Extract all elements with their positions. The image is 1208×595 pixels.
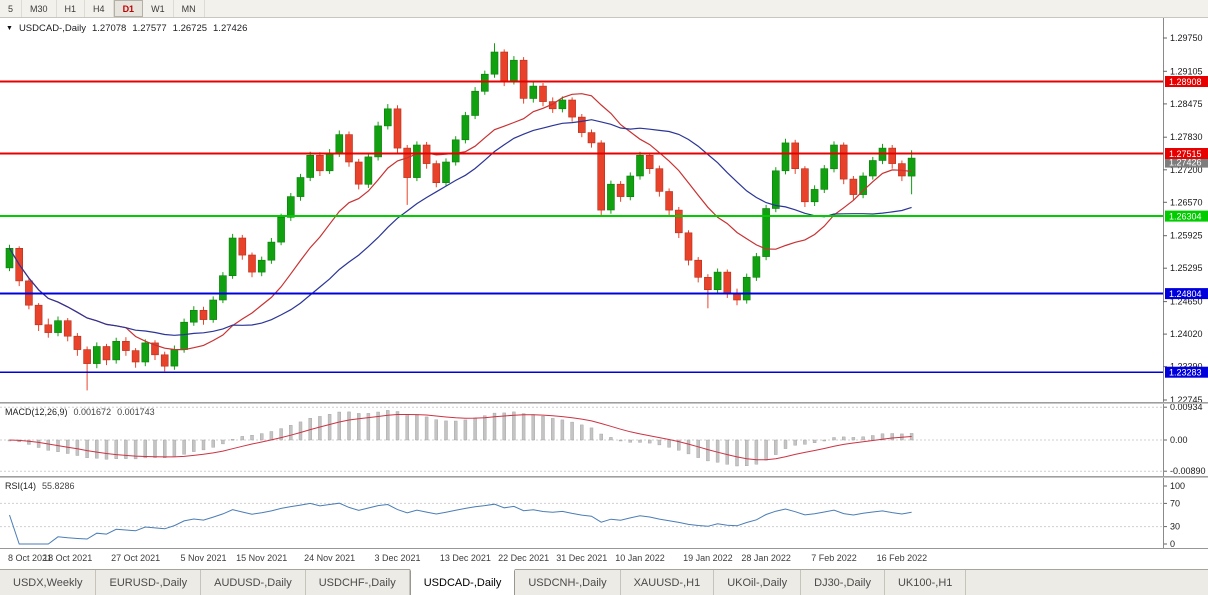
timeframe-button-5[interactable]: 5 bbox=[0, 0, 23, 17]
chart-tab-uk100-h1[interactable]: UK100-,H1 bbox=[885, 570, 967, 595]
date-axis-label: 3 Dec 2021 bbox=[374, 553, 421, 563]
date-axis-label: 7 Feb 2022 bbox=[811, 553, 857, 563]
svg-text:0.00934: 0.00934 bbox=[1170, 404, 1203, 412]
svg-text:1.29105: 1.29105 bbox=[1170, 66, 1203, 76]
date-axis-label: 5 Nov 2021 bbox=[180, 553, 227, 563]
svg-text:1.25925: 1.25925 bbox=[1170, 231, 1203, 241]
date-axis-label: 16 Feb 2022 bbox=[876, 553, 928, 563]
date-axis-label: 24 Nov 2021 bbox=[304, 553, 356, 563]
chart-tab-ukoil-daily[interactable]: UKOil-,Daily bbox=[714, 570, 802, 595]
date-axis-label: 27 Oct 2021 bbox=[111, 553, 161, 563]
main-chart-panel: 1.29750 1.29105 1.28475 1.27830 1.27200 1.265… bbox=[0, 18, 1208, 402]
chart-tab-xauusd-h1[interactable]: XAUUSD-,H1 bbox=[621, 570, 715, 595]
svg-text:0: 0 bbox=[1170, 539, 1175, 548]
date-axis-label: 28 Jan 2022 bbox=[741, 553, 791, 563]
svg-text:1.28908: 1.28908 bbox=[1169, 77, 1202, 87]
date-axis-label: 15 Nov 2021 bbox=[236, 553, 288, 563]
date-axis-label: 19 Jan 2022 bbox=[683, 553, 733, 563]
date-axis-label: 31 Dec 2021 bbox=[556, 553, 608, 563]
svg-text:1.26570: 1.26570 bbox=[1170, 197, 1203, 207]
svg-text:1.25295: 1.25295 bbox=[1170, 263, 1203, 273]
svg-text:100: 100 bbox=[1170, 481, 1185, 491]
svg-text:1.24650: 1.24650 bbox=[1170, 297, 1203, 307]
svg-text:1.24020: 1.24020 bbox=[1170, 329, 1203, 339]
date-axis-label: 18 Oct 2021 bbox=[43, 553, 93, 563]
time-axis[interactable]: 8 Oct 2021 18 Oct 2021 27 Oct 2021 5 Nov 20… bbox=[0, 548, 1208, 569]
chart-tab-bar: USDX,Weekly EURUSD-,Daily AUDUSD-,Daily USD… bbox=[0, 569, 1208, 595]
svg-text:1.22745: 1.22745 bbox=[1170, 395, 1203, 402]
date-axis-label: 10 Jan 2022 bbox=[615, 553, 665, 563]
panel-splitter[interactable] bbox=[0, 402, 1208, 404]
svg-text:70: 70 bbox=[1170, 498, 1180, 508]
svg-text:1.27426: 1.27426 bbox=[1169, 158, 1202, 168]
macd-panel: 0.00934 0.00 -0.00890 MACD(12,26,9) 0.0016… bbox=[0, 404, 1208, 476]
date-axis-label: 8 Oct 2021 bbox=[7, 553, 53, 563]
timeframe-toolbar: 5 M30 H1 H4 D1 W1 MN bbox=[0, 0, 1208, 18]
svg-text:1.29750: 1.29750 bbox=[1170, 33, 1203, 43]
timeframe-button-h4[interactable]: H4 bbox=[85, 0, 114, 17]
svg-text:1.27200: 1.27200 bbox=[1170, 165, 1203, 175]
svg-text:1.27830: 1.27830 bbox=[1170, 132, 1203, 142]
svg-text:1.28475: 1.28475 bbox=[1170, 99, 1203, 109]
svg-text:1.24804: 1.24804 bbox=[1169, 289, 1202, 299]
svg-text:1.26304: 1.26304 bbox=[1169, 212, 1202, 222]
svg-text:-0.00890: -0.00890 bbox=[1170, 466, 1206, 476]
timeframe-button-w1[interactable]: W1 bbox=[143, 0, 174, 17]
chart-tab-eurusd-daily[interactable]: EURUSD-,Daily bbox=[96, 570, 202, 595]
rsi-panel: 100 70 30 0 RSI(14) 55.8286 bbox=[0, 478, 1208, 548]
timeframe-button-d1[interactable]: D1 bbox=[113, 0, 144, 17]
timeframe-button-h1[interactable]: H1 bbox=[57, 0, 86, 17]
date-axis-label: 13 Dec 2021 bbox=[439, 553, 491, 563]
chart-tab-usdchf-daily[interactable]: USDCHF-,Daily bbox=[306, 570, 410, 595]
chart-tab-dj30-daily[interactable]: DJ30-,Daily bbox=[801, 570, 885, 595]
chart-tab-usdx-weekly[interactable]: USDX,Weekly bbox=[0, 570, 97, 595]
svg-text:1.27515: 1.27515 bbox=[1169, 149, 1202, 159]
rsi-canvas[interactable]: 100 70 30 0 bbox=[0, 478, 1208, 548]
date-axis-label: 22 Dec 2021 bbox=[498, 553, 550, 563]
chart-tab-usdcad-daily[interactable]: USDCAD-,Daily bbox=[409, 569, 516, 595]
main-chart-canvas[interactable]: 1.29750 1.29105 1.28475 1.27830 1.27200 1.265… bbox=[0, 18, 1208, 402]
chart-tab-audusd-daily[interactable]: AUDUSD-,Daily bbox=[201, 570, 306, 595]
svg-text:0.00: 0.00 bbox=[1170, 435, 1188, 445]
timeframe-button-m30[interactable]: M30 bbox=[22, 0, 57, 17]
panel-splitter[interactable] bbox=[0, 476, 1208, 478]
svg-text:1.23283: 1.23283 bbox=[1169, 368, 1202, 378]
svg-text:30: 30 bbox=[1170, 522, 1180, 532]
chart-tab-usdcnh-daily[interactable]: USDCNH-,Daily bbox=[515, 570, 621, 595]
timeframe-button-mn[interactable]: MN bbox=[174, 0, 205, 17]
macd-canvas[interactable]: 0.00934 0.00 -0.00890 bbox=[0, 404, 1208, 476]
